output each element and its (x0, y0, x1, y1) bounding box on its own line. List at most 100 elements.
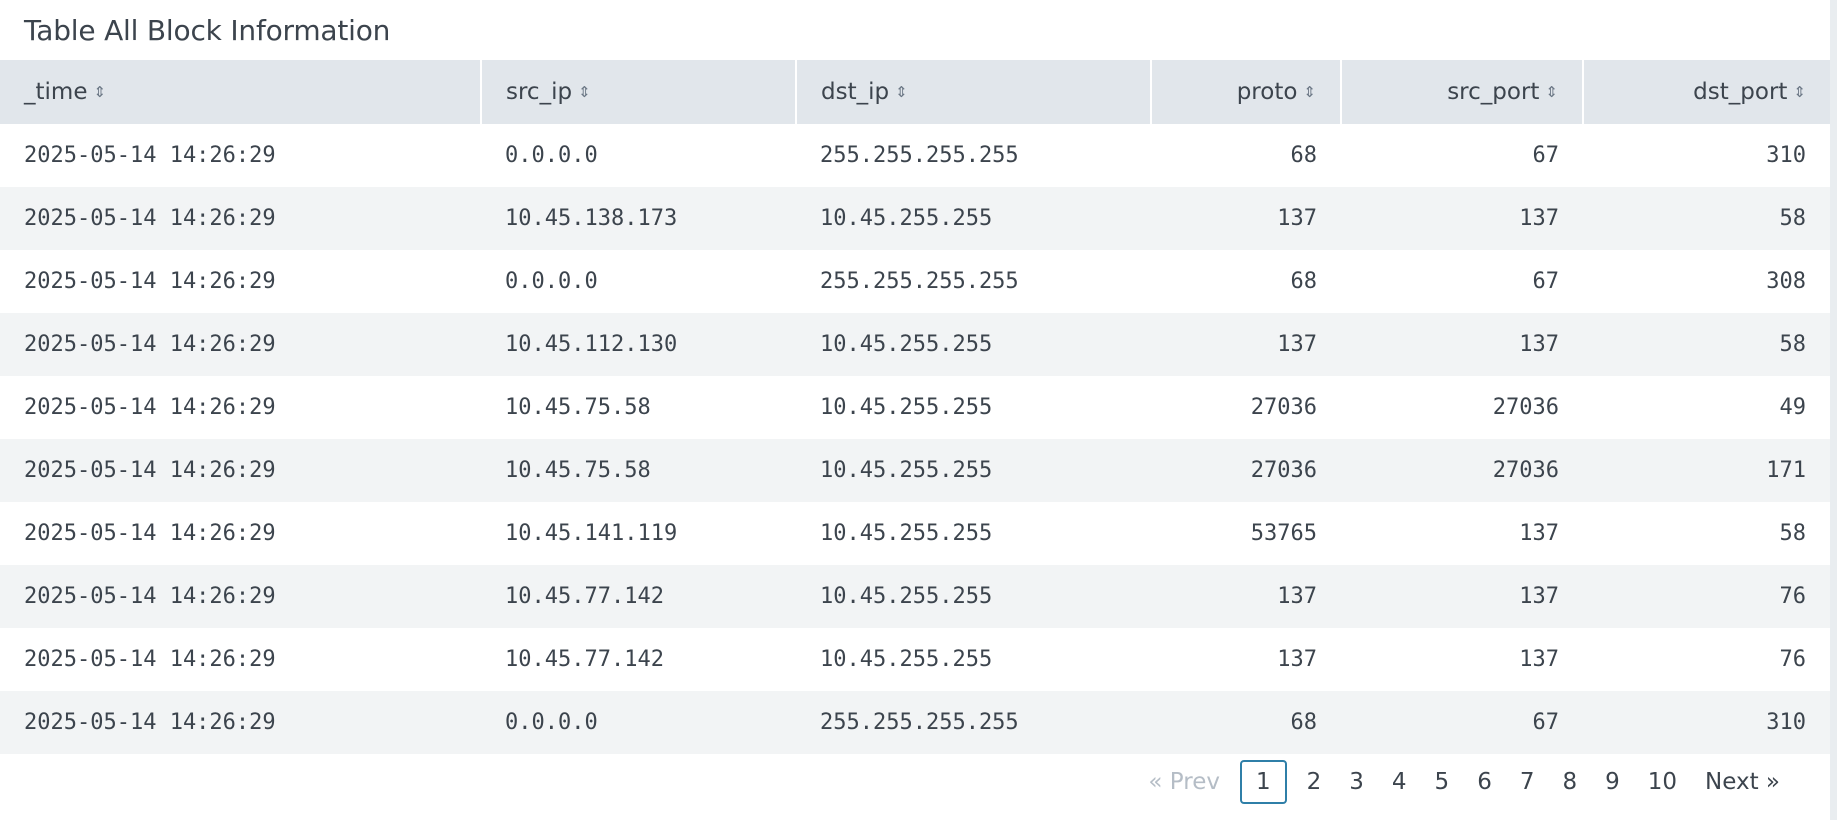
table-body: 2025-05-14 14:26:29 0.0.0.0 255.255.255.25… (0, 124, 1830, 754)
table-cell: 58 (1583, 187, 1830, 250)
table-cell: 137 (1341, 187, 1583, 250)
table-cell: 10.45.77.142 (481, 565, 796, 628)
table-cell: 27036 (1341, 439, 1583, 502)
pagination: « Prev 1 2 3 4 5 6 7 8 9 10 Next » (1134, 760, 1780, 804)
column-header-0[interactable]: _time ⇕ (0, 60, 482, 124)
page-button-4[interactable]: 4 (1391, 769, 1407, 795)
column-header-1[interactable]: src_ip ⇕ (481, 60, 797, 124)
results-table: _time ⇕ src_ip ⇕ dst_ip ⇕ proto ⇕ src_port ⇕ dst_p… (0, 60, 1830, 754)
column-header-label: proto (1236, 79, 1298, 105)
table-row: 2025-05-14 14:26:29 10.45.112.130 10.45.25… (0, 313, 1830, 376)
table-row: 2025-05-14 14:26:29 0.0.0.0 255.255.255.25… (0, 691, 1830, 754)
sort-icon[interactable]: ⇕ (93, 83, 107, 101)
column-header-label: src_port (1447, 79, 1540, 105)
page-button-10[interactable]: 10 (1647, 769, 1678, 795)
table-cell: 67 (1341, 691, 1583, 754)
table-row: 2025-05-14 14:26:29 10.45.77.142 10.45.255… (0, 628, 1830, 691)
table-cell: 10.45.255.255 (820, 521, 993, 546)
table-cell: 10.45.138.173 (481, 187, 796, 250)
table-cell: 10.45.112.130 (481, 313, 796, 376)
column-header-3[interactable]: proto ⇕ (1151, 60, 1342, 124)
table-cell: 137 (1151, 565, 1341, 628)
table-cell: 2025-05-14 14:26:29 (24, 521, 276, 546)
table-cell: 58 (1779, 521, 1807, 546)
table-cell: 67 (1532, 143, 1560, 168)
table-row: 2025-05-14 14:26:29 10.45.141.119 10.45.25… (0, 502, 1830, 565)
table-cell: 10.45.255.255 (796, 565, 1151, 628)
prev-page-button[interactable]: « Prev (1148, 769, 1220, 795)
table-cell: 68 (1290, 269, 1318, 294)
page-button-8[interactable]: 8 (1562, 769, 1578, 795)
page-button-3[interactable]: 3 (1349, 769, 1364, 795)
page-button-2[interactable]: 2 (1306, 769, 1322, 795)
table-cell: 27036 (1151, 439, 1341, 502)
table-row: 2025-05-14 14:26:29 0.0.0.0 255.255.255.25… (0, 250, 1830, 313)
table-header-row: _time ⇕ src_ip ⇕ dst_ip ⇕ proto ⇕ src_port ⇕ dst_p… (0, 60, 1830, 124)
table-cell: 76 (1779, 647, 1807, 672)
table-cell: 137 (1151, 313, 1341, 376)
table-cell: 0.0.0.0 (505, 143, 598, 168)
table-cell: 49 (1779, 395, 1807, 420)
table-cell: 10.45.75.58 (481, 439, 796, 502)
scrollbar-track (1830, 0, 1837, 820)
sort-icon[interactable]: ⇕ (1545, 83, 1558, 101)
table-cell: 2025-05-14 14:26:29 (24, 269, 276, 294)
column-header-label: dst_port (1693, 79, 1788, 105)
table-cell: 68 (1290, 143, 1318, 168)
table-cell: 137 (1341, 313, 1583, 376)
table-cell: 10.45.75.58 (505, 395, 651, 420)
table-cell: 310 (1583, 691, 1830, 754)
column-header-2[interactable]: dst_ip ⇕ (796, 60, 1152, 124)
table-row: 2025-05-14 14:26:29 10.45.75.58 10.45.255.… (0, 376, 1830, 439)
table-cell: 137 (1151, 187, 1341, 250)
sort-icon[interactable]: ⇕ (1303, 83, 1316, 101)
page-button-7[interactable]: 7 (1519, 769, 1535, 795)
table-cell: 137 (1519, 647, 1559, 672)
panel-title: Table All Block Information (24, 14, 391, 47)
table-cell: 10.45.255.255 (796, 187, 1151, 250)
column-header-5[interactable]: dst_port ⇕ (1583, 60, 1830, 124)
table-cell: 68 (1151, 691, 1341, 754)
column-header-label: _time (24, 79, 88, 105)
table-cell: 2025-05-14 14:26:29 (24, 395, 276, 420)
table-cell: 10.45.255.255 (796, 439, 1151, 502)
table-cell: 137 (1519, 521, 1559, 546)
table-cell: 67 (1532, 269, 1560, 294)
table-cell: 310 (1766, 143, 1806, 168)
table-cell: 255.255.255.255 (796, 691, 1151, 754)
table-row: 2025-05-14 14:26:29 0.0.0.0 255.255.255.25… (0, 124, 1830, 187)
table-cell: 2025-05-14 14:26:29 (24, 647, 276, 672)
column-header-label: dst_ip (821, 79, 890, 105)
table-cell: 2025-05-14 14:26:29 (24, 143, 276, 168)
table-cell: 10.45.141.119 (505, 521, 678, 546)
table-cell: 10.45.255.255 (796, 313, 1151, 376)
table-cell: 76 (1583, 565, 1830, 628)
table-cell: 171 (1583, 439, 1830, 502)
column-header-label: src_ip (506, 79, 573, 105)
page-button-9[interactable]: 9 (1605, 769, 1620, 795)
table-cell: 10.45.255.255 (820, 395, 993, 420)
table-cell: 27036 (1250, 395, 1317, 420)
table-cell: 255.255.255.255 (820, 269, 1019, 294)
table-cell: 255.255.255.255 (820, 143, 1019, 168)
page-button-5[interactable]: 5 (1434, 769, 1450, 795)
table-cell: 53765 (1250, 521, 1317, 546)
column-header-4[interactable]: src_port ⇕ (1341, 60, 1584, 124)
table-cell: 10.45.255.255 (820, 647, 993, 672)
page-button-1[interactable]: 1 (1239, 760, 1287, 804)
sort-icon[interactable]: ⇕ (1793, 83, 1806, 101)
table-cell: 0.0.0.0 (505, 269, 598, 294)
table-cell: 10.45.77.142 (505, 647, 664, 672)
next-page-button[interactable]: Next » (1705, 769, 1780, 795)
table-cell: 2025-05-14 14:26:29 (0, 691, 481, 754)
page-button-6[interactable]: 6 (1477, 769, 1492, 795)
table-cell: 137 (1341, 565, 1583, 628)
table-cell: 2025-05-14 14:26:29 (0, 187, 481, 250)
table-cell: 137 (1277, 647, 1317, 672)
sort-icon[interactable]: ⇕ (578, 83, 591, 101)
table-cell: 0.0.0.0 (481, 691, 796, 754)
table-cell: 58 (1583, 313, 1830, 376)
sort-icon[interactable]: ⇕ (895, 83, 908, 101)
table-cell: 308 (1766, 269, 1806, 294)
